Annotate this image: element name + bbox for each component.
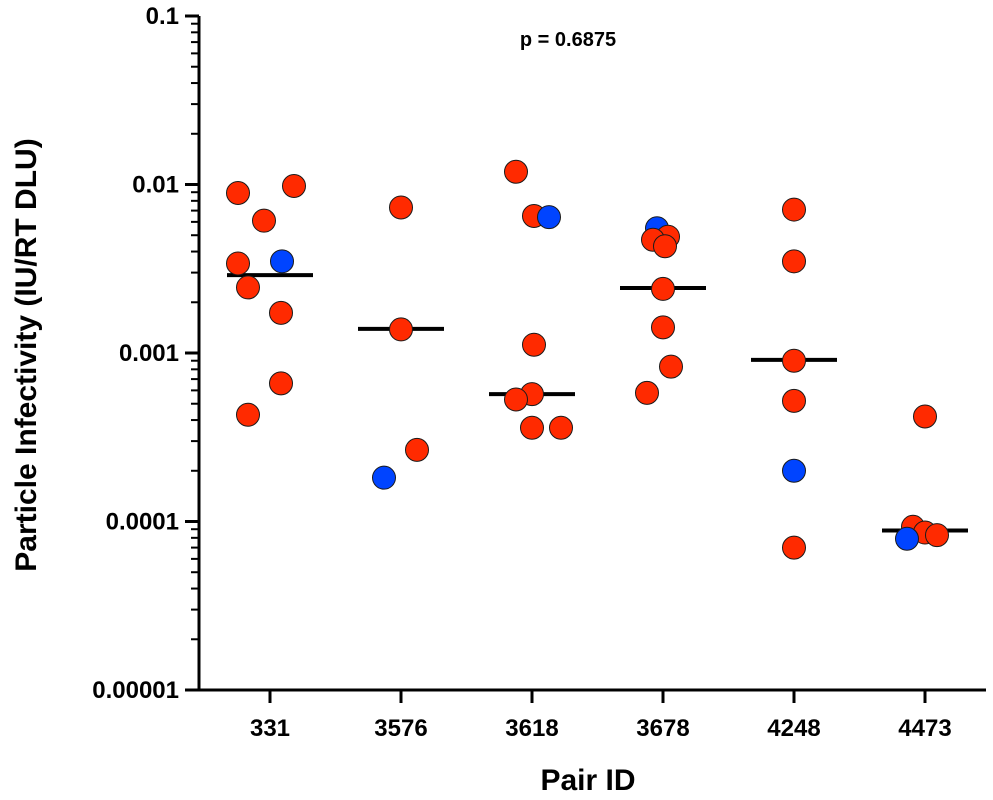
p-value-annotation: p = 0.6875 xyxy=(520,29,616,51)
data-point-red xyxy=(282,173,306,198)
data-point-red xyxy=(782,197,806,222)
x-axis-title: Pair ID xyxy=(540,764,635,797)
data-point-red xyxy=(782,535,806,560)
data-point-red xyxy=(782,388,806,413)
data-point-red xyxy=(269,371,293,396)
data-point-red xyxy=(782,249,806,274)
x-axis: 331 3576 3618 3678 4248 4473 xyxy=(197,688,986,742)
data-point-red xyxy=(651,276,675,301)
data-point-red xyxy=(653,234,677,259)
data-point-red xyxy=(226,181,250,206)
x-tick-label: 3678 xyxy=(636,715,689,742)
x-tick-label: 4473 xyxy=(898,715,951,742)
data-point-red xyxy=(252,208,276,233)
data-point-red xyxy=(635,380,659,405)
data-point-red xyxy=(549,415,573,440)
data-point-red xyxy=(522,332,546,357)
data-point-red xyxy=(520,415,544,440)
y-tick-label: 0.0001 xyxy=(106,509,179,536)
data-point-blue xyxy=(270,249,294,274)
data-point-red xyxy=(389,195,413,220)
data-point-red xyxy=(913,404,937,429)
y-tick-label: 0.01 xyxy=(132,172,179,199)
data-point-blue xyxy=(895,526,919,551)
data-point-red xyxy=(651,315,675,340)
data-point-red xyxy=(405,437,429,462)
y-tick-label: 0.00001 xyxy=(92,677,179,704)
data-point-red xyxy=(659,354,683,379)
data-point-red xyxy=(226,251,250,276)
data-point-red xyxy=(782,348,806,373)
data-point-red xyxy=(925,523,949,548)
data-point-red xyxy=(504,387,528,412)
y-axis-title: Particle Infectivity (IU/RT DLU) xyxy=(10,138,43,571)
data-point-blue xyxy=(372,465,396,490)
x-tick-label: 331 xyxy=(250,715,290,742)
x-tick-label: 3618 xyxy=(505,715,558,742)
y-tick-label: 0.1 xyxy=(146,3,179,30)
data-point-blue xyxy=(782,458,806,483)
median-lines xyxy=(227,273,968,533)
y-axis: 0.1 0.01 0.001 0.0001 0.00001 xyxy=(92,3,201,704)
data-point-red xyxy=(389,317,413,342)
data-point-red xyxy=(236,402,260,427)
data-point-red xyxy=(269,300,293,325)
x-tick-label: 4248 xyxy=(767,715,820,742)
data-point-red xyxy=(504,159,528,184)
y-tick-label: 0.001 xyxy=(119,340,179,367)
data-point-red xyxy=(236,275,260,300)
data-points xyxy=(226,159,949,560)
x-tick-label: 3576 xyxy=(374,715,427,742)
data-point-blue xyxy=(537,205,561,230)
